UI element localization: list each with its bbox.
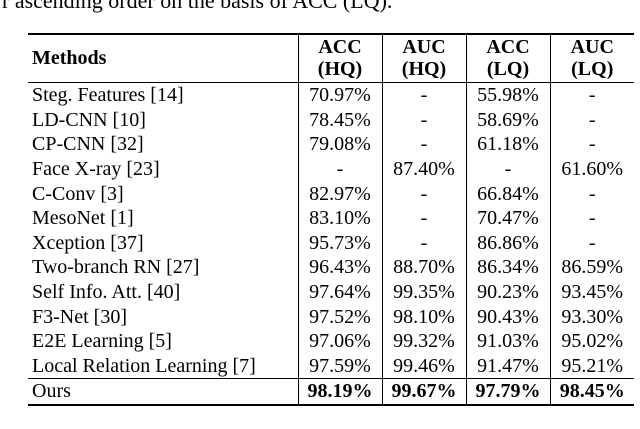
cell-acc-hq: 97.59% <box>298 353 383 379</box>
cell-acc-hq: 79.08% <box>298 132 383 157</box>
cell-auc-hq: 88.70% <box>382 255 467 280</box>
table-row: MesoNet [1] 83.10% -70.47% - <box>28 205 634 231</box>
cell-auc-lq: 93.45% <box>561 281 624 304</box>
cell-auc-hq: 99.67% <box>382 378 467 405</box>
cell-auc-hq: 98.10% <box>382 304 467 329</box>
cell-method: Ours <box>28 378 299 405</box>
table-row-ours: Ours 98.19% 99.67% 97.79% 98.45% <box>28 378 634 405</box>
cell-acc-hq: - <box>298 156 383 182</box>
table-row: Steg. Features [14] 70.97% -55.98% - <box>28 82 634 108</box>
cell-method: C-Conv [3] <box>28 181 299 206</box>
cell-acc-hq: 82.97% <box>298 181 383 206</box>
cell-auc-hq: - <box>382 107 467 133</box>
cell-acc-lq: 90.23% <box>466 279 551 305</box>
cell-acc-lq: 66.84% <box>466 181 551 206</box>
header-row: Methods ACC (HQ) AUC (HQ) ACC (LQ) AUC (LQ) <box>28 34 634 83</box>
table-row: E2E Learning [5] 97.06% 99.32% 91.03% 95.02% <box>28 328 634 354</box>
table-row: Two-branch RN [27] 96.43% 88.70% 86.34% 86.5… <box>28 255 634 280</box>
cell-auc-lq: 95.02% <box>561 330 624 353</box>
cell-auc-lq: 98.45% <box>559 380 625 403</box>
cell-acc-hq: 98.19% <box>298 378 383 405</box>
cell-method: Steg. Features [14] <box>28 82 299 108</box>
cell-acc-lq: - <box>466 156 551 182</box>
header-methods: Methods <box>28 34 299 83</box>
cell-method: F3-Net [30] <box>28 304 299 329</box>
table-caption: r ascending order on the basis of ACC (L… <box>2 0 393 13</box>
table-row: CP-CNN [32] 79.08% -61.18% - <box>28 132 634 157</box>
cell-acc-lq: 97.79% <box>466 378 551 405</box>
cell-acc-hq: 97.64% <box>298 279 383 305</box>
cell-acc-hq: 78.45% <box>298 107 383 133</box>
header-auc-hq: AUC (HQ) <box>382 34 467 83</box>
cell-acc-lq: 61.18% <box>466 132 551 157</box>
table-row: Self Info. Att. [40] 97.64% 99.35% 90.23% 93… <box>28 279 634 305</box>
cell-auc-hq: 99.46% <box>382 353 467 379</box>
cell-acc-lq: 58.69% <box>466 107 551 133</box>
results-table: Methods ACC (HQ) AUC (HQ) ACC (LQ) AUC (LQ) … <box>28 33 634 406</box>
cell-auc-lq: 61.60% <box>561 158 624 181</box>
cell-acc-hq: 83.10% <box>298 205 383 231</box>
cell-acc-lq: 90.43% <box>466 304 551 329</box>
table-row: C-Conv [3] 82.97% -66.84% - <box>28 181 634 206</box>
table-row: Local Relation Learning [7] 97.59% 99.46% 9… <box>28 353 634 379</box>
cell-auc-hq: 99.35% <box>382 279 467 305</box>
cell-auc-lq: 93.30% <box>561 305 624 328</box>
cell-auc-hq: - <box>382 230 467 256</box>
cell-auc-lq: - <box>588 231 596 254</box>
cell-auc-lq: - <box>588 182 596 205</box>
table-row: LD-CNN [10] 78.45% -58.69% - <box>28 107 634 133</box>
header-acc-hq: ACC (HQ) <box>298 34 383 83</box>
cell-acc-lq: 86.34% <box>466 255 551 280</box>
header-acc-lq: ACC (LQ) <box>466 34 551 83</box>
table-row: Xception [37] 95.73% -86.86% - <box>28 230 634 256</box>
cell-method: LD-CNN [10] <box>28 107 299 133</box>
cell-method: MesoNet [1] <box>28 205 299 231</box>
cell-acc-lq: 91.47% <box>466 353 551 379</box>
cell-method: Self Info. Att. [40] <box>28 279 299 305</box>
cell-auc-lq: - <box>588 108 596 131</box>
cell-auc-hq: 99.32% <box>382 328 467 354</box>
cell-auc-lq: 86.59% <box>561 256 624 279</box>
cell-method: Xception [37] <box>28 230 299 256</box>
cell-acc-lq: 55.98% <box>466 82 551 108</box>
cell-acc-hq: 95.73% <box>298 230 383 256</box>
cell-method: Local Relation Learning [7] <box>28 353 299 379</box>
cell-acc-lq: 86.86% <box>466 230 551 256</box>
cell-method: Face X-ray [23] <box>28 156 299 182</box>
cell-acc-hq: 70.97% <box>298 82 383 108</box>
cell-auc-hq: - <box>382 205 467 231</box>
cell-method: E2E Learning [5] <box>28 328 299 354</box>
cell-acc-hq: 96.43% <box>298 255 383 280</box>
cell-method: CP-CNN [32] <box>28 132 299 157</box>
cell-auc-lq: 95.21% <box>561 354 624 377</box>
cell-acc-lq: 70.47% <box>466 205 551 231</box>
cell-acc-hq: 97.52% <box>298 304 383 329</box>
cell-method: Two-branch RN [27] <box>28 255 299 280</box>
cell-auc-lq: - <box>588 207 596 230</box>
cell-acc-hq: 97.06% <box>298 328 383 354</box>
cell-acc-lq: 91.03% <box>466 328 551 354</box>
table-row: Face X-ray [23] -87.40% -61.60% <box>28 156 634 182</box>
cell-auc-hq: - <box>382 132 467 157</box>
cell-auc-lq: - <box>588 133 596 156</box>
cell-auc-lq: - <box>588 84 596 107</box>
cell-auc-hq: - <box>382 82 467 108</box>
header-auc-lq: AUC (LQ) <box>570 36 614 80</box>
cell-auc-hq: - <box>382 181 467 206</box>
cell-auc-hq: 87.40% <box>382 156 467 182</box>
table-row: F3-Net [30] 97.52% 98.10% 90.43% 93.30% <box>28 304 634 329</box>
